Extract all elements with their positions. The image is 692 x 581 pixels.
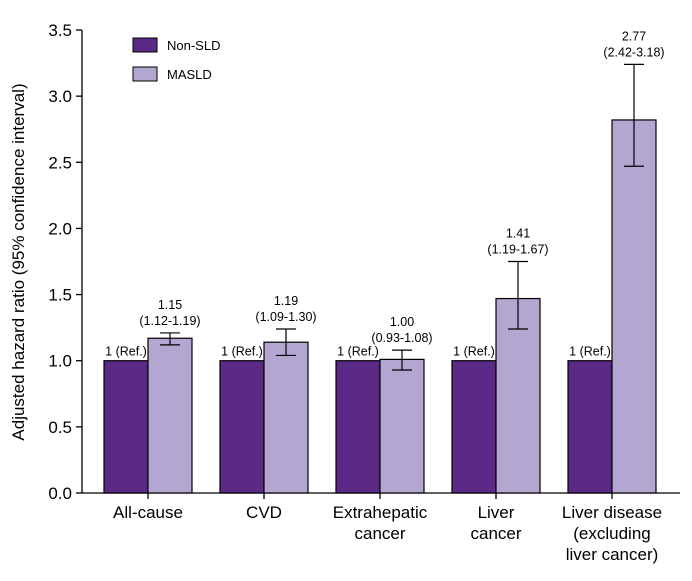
x-tick-label-line: Liver bbox=[478, 503, 515, 522]
ci-range-label: (2.42-3.18) bbox=[603, 45, 664, 59]
y-tick-label: 1.5 bbox=[48, 286, 72, 305]
x-tick-label-line: Liver disease bbox=[562, 503, 662, 522]
x-tick-label-line: liver cancer) bbox=[566, 545, 659, 564]
bar-labels: 1 (Ref.) 1 (Ref.) 1 (Ref.) 1 (Ref.) 1 (Ref.)… bbox=[105, 29, 664, 358]
y-tick-label: 3.0 bbox=[48, 87, 72, 106]
x-tick-label-line: Extrahepatic bbox=[333, 503, 428, 522]
ref-label: 1 (Ref.) bbox=[105, 345, 147, 359]
ref-label: 1 (Ref.) bbox=[453, 345, 495, 359]
ref-label: 1 (Ref.) bbox=[337, 345, 379, 359]
ci-range-label: (1.12-1.19) bbox=[139, 314, 200, 328]
hr-value-label: 1.15 bbox=[158, 298, 182, 312]
x-tick-label-line: CVD bbox=[246, 503, 282, 522]
bars bbox=[103, 119, 657, 494]
x-tick-label-line: cancer bbox=[470, 524, 521, 543]
x-tick-label: CVD bbox=[246, 503, 282, 522]
y-tick-label: 2.0 bbox=[48, 219, 72, 238]
x-tick-label: Liver disease (excluding liver cancer) bbox=[562, 503, 662, 564]
x-tick-label-line: All-cause bbox=[113, 503, 183, 522]
bar-non-sld bbox=[567, 360, 613, 494]
hr-value-label: 1.19 bbox=[274, 294, 298, 308]
x-axis: All-cause CVD Extrahepatic cancer Liver cance… bbox=[82, 492, 680, 564]
y-axis: 0.0 0.5 1.0 1.5 2.0 2.5 3.0 3.5 bbox=[48, 21, 83, 503]
bar-non-sld bbox=[451, 360, 497, 494]
ci-range-label: (1.19-1.67) bbox=[487, 243, 548, 257]
y-tick-label: 1.0 bbox=[48, 352, 72, 371]
bar-non-sld bbox=[219, 360, 265, 494]
ci-range-label: (0.93-1.08) bbox=[371, 331, 432, 345]
legend-swatch bbox=[132, 37, 158, 53]
legend: Non-SLD MASLD bbox=[132, 37, 220, 82]
bar-non-sld bbox=[103, 360, 149, 494]
x-tick-label-line: cancer bbox=[354, 524, 405, 543]
bar-non-sld bbox=[335, 360, 381, 494]
error-bars bbox=[160, 63, 644, 371]
legend-swatch bbox=[132, 66, 158, 82]
y-tick-label: 0.0 bbox=[48, 484, 72, 503]
ref-label: 1 (Ref.) bbox=[569, 345, 611, 359]
ci-range-label: (1.09-1.30) bbox=[255, 310, 316, 324]
bar-masld bbox=[495, 297, 541, 494]
bar-masld bbox=[611, 119, 657, 494]
y-axis-label: Adjusted hazard ratio (95% confidence in… bbox=[9, 83, 28, 440]
bar-masld bbox=[263, 341, 309, 494]
y-tick-label: 2.5 bbox=[48, 153, 72, 172]
bar-masld bbox=[147, 337, 193, 494]
y-tick-label: 3.5 bbox=[48, 21, 72, 40]
legend-label: Non-SLD bbox=[167, 38, 220, 53]
hr-value-label: 1.41 bbox=[506, 227, 530, 241]
x-tick-label: Liver cancer bbox=[470, 503, 521, 543]
hr-value-label: 1.00 bbox=[390, 315, 414, 329]
x-tick-label: Extrahepatic cancer bbox=[333, 503, 428, 543]
ref-label: 1 (Ref.) bbox=[221, 345, 263, 359]
legend-label: MASLD bbox=[167, 67, 212, 82]
bar-masld bbox=[379, 358, 425, 494]
y-tick-label: 0.5 bbox=[48, 418, 72, 437]
hr-value-label: 2.77 bbox=[622, 29, 646, 43]
x-tick-label-line: (excluding bbox=[573, 524, 651, 543]
x-tick-label: All-cause bbox=[113, 503, 183, 522]
